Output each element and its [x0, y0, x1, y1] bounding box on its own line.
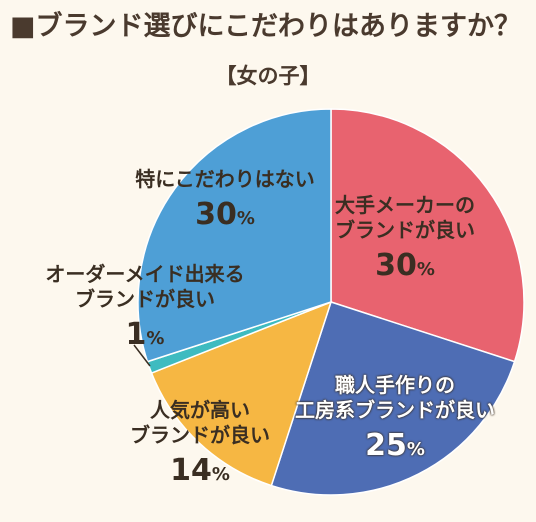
percent-sign: % [416, 259, 435, 280]
slice-percent: 30% [335, 247, 475, 285]
slice-label: 人気が高い ブランドが良い 14% [130, 398, 270, 490]
slice-value: 30 [375, 248, 417, 283]
leader-line [133, 344, 151, 367]
slice-label: 職人手作りの 工房系ブランドが良い 25% [295, 373, 495, 465]
slice-value: 1 [125, 317, 147, 352]
pie-slice [270, 301, 516, 496]
slice-name: 大手メーカーの [335, 193, 475, 217]
slice-percent: 1% [45, 316, 244, 354]
slice-name: オーダーメイド出来る [45, 262, 245, 286]
percent-sign: % [211, 464, 230, 485]
chart-title: ■ブランド選びにこだわりはありますか？ [10, 11, 521, 42]
slice-name: 特にこだわりはない [135, 167, 315, 191]
chart-subtitle: 【女の子】 [215, 64, 321, 88]
pie-slice [150, 300, 333, 487]
slice-name: ブランドが良い [74, 287, 215, 311]
slice-value: 14 [170, 453, 212, 488]
slice-percent: 30% [135, 196, 315, 234]
slice-label: 特にこだわりはない 30% [135, 167, 315, 234]
slice-name: 職人手作りの [335, 373, 455, 397]
percent-sign: % [146, 328, 165, 349]
slice-name: 工房系ブランドが良い [295, 398, 495, 422]
pie-slice [137, 108, 332, 363]
slice-label: 大手メーカーの ブランドが良い 30% [335, 193, 475, 285]
percent-sign: % [236, 208, 255, 229]
slice-name: ブランドが良い [335, 218, 475, 242]
slice-percent: 14% [130, 452, 270, 490]
slice-value: 30 [195, 197, 237, 232]
slice-name: 人気が高い [150, 398, 250, 422]
pie-slice [330, 108, 525, 363]
slice-value: 25 [365, 428, 407, 463]
percent-sign: % [406, 439, 425, 460]
slice-label: オーダーメイド出来る ブランドが良い 1% [45, 262, 244, 354]
slice-percent: 25% [295, 427, 495, 465]
slice-name: ブランドが良い [130, 423, 270, 447]
